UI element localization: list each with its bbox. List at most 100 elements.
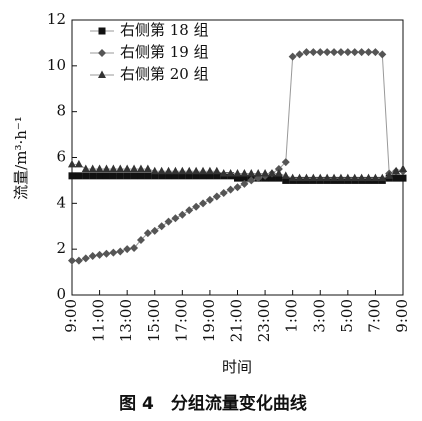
marker-triangle xyxy=(95,164,104,172)
x-tick-label: 9:00 xyxy=(62,299,80,333)
x-tick-label: 21:00 xyxy=(228,299,246,342)
marker-square xyxy=(116,172,124,180)
x-tick-label: 7:00 xyxy=(365,299,383,333)
x-tick-label: 19:00 xyxy=(200,299,218,342)
marker-diamond xyxy=(81,254,90,263)
marker-square xyxy=(268,174,276,182)
marker-square xyxy=(102,172,110,180)
marker-square xyxy=(82,172,90,180)
marker-diamond xyxy=(364,48,373,57)
marker-diamond xyxy=(199,199,208,208)
x-tick-label: 23:00 xyxy=(255,299,273,342)
marker-square xyxy=(68,172,76,180)
marker-triangle xyxy=(123,164,132,172)
marker-triangle xyxy=(164,166,173,175)
x-tick-label: 3:00 xyxy=(310,299,328,333)
marker-diamond xyxy=(357,48,366,57)
marker-triangle xyxy=(316,173,325,182)
marker-triangle xyxy=(330,173,339,182)
marker-triangle xyxy=(371,173,380,182)
marker-diamond xyxy=(68,256,76,265)
marker-diamond xyxy=(130,244,139,253)
marker-triangle xyxy=(205,166,214,175)
x-tick-label: 13:00 xyxy=(117,299,135,342)
marker-triangle xyxy=(385,171,394,179)
marker-diamond xyxy=(336,48,345,57)
marker-diamond xyxy=(302,48,311,57)
marker-triangle xyxy=(302,173,311,182)
marker-triangle xyxy=(109,164,118,172)
y-tick-label: 6 xyxy=(56,148,66,166)
marker-triangle xyxy=(192,166,201,175)
marker-square xyxy=(275,174,283,182)
marker-triangle xyxy=(392,166,401,175)
marker-triangle xyxy=(199,166,208,175)
marker-square xyxy=(178,172,186,180)
marker-square xyxy=(123,172,131,180)
marker-diamond xyxy=(185,206,194,215)
marker-square xyxy=(206,172,214,180)
marker-triangle xyxy=(254,169,263,177)
marker-triangle xyxy=(399,164,407,172)
marker-diamond xyxy=(219,189,228,198)
marker-diamond xyxy=(109,248,118,257)
marker-square xyxy=(392,174,400,182)
marker-square xyxy=(199,172,207,180)
series-line xyxy=(72,51,403,262)
marker-diamond xyxy=(136,236,145,244)
marker-diamond xyxy=(295,50,304,59)
marker-square xyxy=(98,27,106,35)
marker-diamond xyxy=(102,249,111,258)
marker-diamond xyxy=(309,48,318,57)
marker-square xyxy=(75,172,83,180)
y-axis-label: 流量/m³·h⁻¹ xyxy=(12,116,30,200)
y-tick-label: 10 xyxy=(47,56,66,74)
marker-triangle xyxy=(130,164,139,172)
marker-square xyxy=(399,174,407,182)
marker-triangle xyxy=(267,169,276,177)
marker-triangle xyxy=(233,169,242,177)
marker-square xyxy=(240,174,248,182)
marker-diamond xyxy=(74,256,83,265)
marker-triangle xyxy=(150,166,159,175)
marker-diamond xyxy=(316,48,325,57)
marker-triangle xyxy=(74,159,83,168)
x-tick-label: 11:00 xyxy=(90,299,108,342)
marker-diamond xyxy=(150,226,159,235)
y-tick-label: 4 xyxy=(56,193,66,211)
marker-square xyxy=(109,172,117,180)
marker-diamond xyxy=(116,247,125,256)
legend-label: 右侧第 19 组 xyxy=(120,43,209,61)
x-axis-label: 时间 xyxy=(222,358,252,376)
marker-triangle xyxy=(274,169,283,177)
marker-diamond xyxy=(240,179,249,188)
legend-label: 右侧第 20 组 xyxy=(120,65,209,83)
x-tick-label: 9:00 xyxy=(393,299,411,333)
marker-triangle xyxy=(68,159,76,168)
marker-diamond xyxy=(171,214,180,223)
marker-triangle xyxy=(98,70,106,78)
marker-diamond xyxy=(178,210,187,219)
marker-square xyxy=(192,172,200,180)
marker-triangle xyxy=(281,171,290,179)
marker-square xyxy=(165,172,173,180)
marker-triangle xyxy=(185,166,194,175)
marker-square xyxy=(185,172,193,180)
marker-square xyxy=(282,176,290,184)
x-tick-label: 1:00 xyxy=(283,299,301,333)
marker-diamond xyxy=(247,176,256,185)
marker-triangle xyxy=(247,169,256,177)
marker-square xyxy=(234,174,241,182)
x-tick-label: 17:00 xyxy=(172,299,190,342)
marker-diamond xyxy=(323,48,332,57)
marker-diamond xyxy=(192,202,201,211)
marker-triangle xyxy=(343,173,352,182)
legend-label: 右侧第 18 组 xyxy=(120,21,209,39)
chart-caption: 图 4 分组流量变化曲线 xyxy=(119,393,307,414)
marker-diamond xyxy=(205,195,214,204)
marker-triangle xyxy=(295,173,304,182)
marker-triangle xyxy=(88,164,97,172)
marker-triangle xyxy=(323,173,332,182)
x-tick-label: 5:00 xyxy=(338,299,356,333)
